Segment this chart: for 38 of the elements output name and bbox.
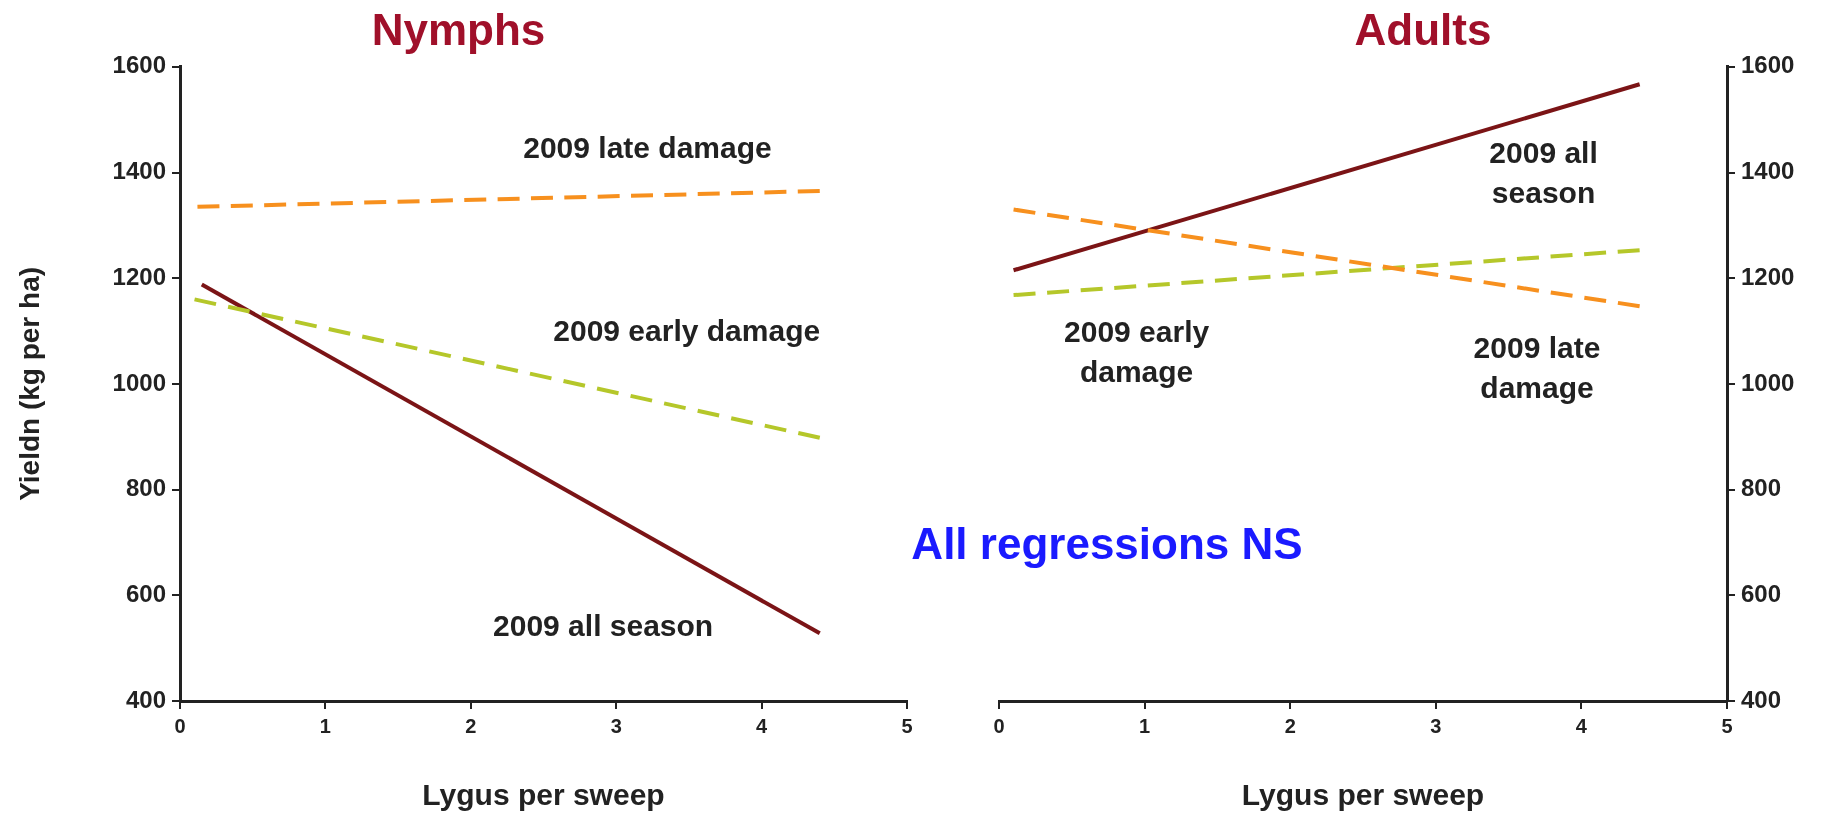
- x-tick-label: 5: [1721, 714, 1733, 737]
- x-tick-label: 3: [1430, 714, 1442, 737]
- x-tick-label: 2: [1284, 714, 1296, 737]
- y-tick-label: 400: [1741, 685, 1782, 713]
- series-label: 2009 early damage: [1064, 314, 1210, 388]
- x-tick-label: 1: [319, 714, 331, 737]
- x-tick-label: 0: [993, 714, 1005, 737]
- y-tick-label: 800: [1741, 474, 1782, 502]
- y-tick-label: 1400: [112, 157, 166, 185]
- annotation: All regressions NS: [911, 519, 1303, 569]
- y-tick-label: 600: [125, 579, 166, 607]
- y-axis-title: Yieldn (kg per ha): [13, 266, 45, 501]
- y-tick-label: 1400: [1741, 157, 1795, 185]
- series-label: 2009 all season: [493, 608, 714, 642]
- series-label: 2009 early damage: [553, 313, 821, 347]
- x-tick-label: 1: [1139, 714, 1151, 737]
- x-tick-label: 3: [610, 714, 622, 737]
- series-label: 2009 late damage: [1473, 331, 1601, 405]
- y-tick-label: 1200: [112, 262, 166, 290]
- y-tick-label: 1600: [1741, 51, 1795, 79]
- y-tick-label: 600: [1741, 579, 1782, 607]
- y-tick-label: 400: [125, 685, 166, 713]
- x-axis-title: Lygus per sweep: [422, 778, 665, 812]
- x-tick-label: 0: [174, 714, 186, 737]
- y-tick-label: 1000: [112, 368, 166, 396]
- y-tick-label: 1000: [1741, 368, 1795, 396]
- x-tick-label: 4: [1575, 714, 1588, 737]
- y-tick-label: 1600: [112, 51, 166, 79]
- chart-title: Adults: [1354, 4, 1492, 54]
- chart-title: Nymphs: [371, 4, 546, 54]
- y-tick-label: 1200: [1741, 262, 1795, 290]
- series-label: 2009 all season: [1489, 135, 1598, 209]
- x-tick-label: 5: [901, 714, 913, 737]
- x-axis-title: Lygus per sweep: [1241, 778, 1485, 812]
- x-tick-label: 4: [756, 714, 769, 737]
- y-tick-label: 800: [125, 474, 166, 502]
- series-label: 2009 late damage: [523, 131, 772, 165]
- x-tick-label: 2: [465, 714, 477, 737]
